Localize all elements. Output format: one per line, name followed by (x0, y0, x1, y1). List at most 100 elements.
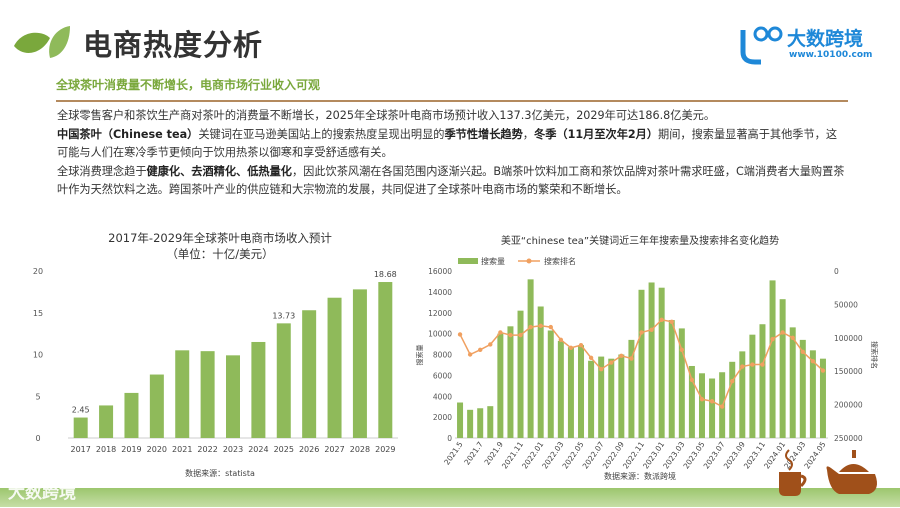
y2-tick-label: 200000 (834, 401, 863, 410)
bar (124, 392, 139, 438)
bar (799, 339, 806, 438)
rank-point (639, 330, 644, 335)
rank-point (689, 377, 695, 383)
rank-point (810, 358, 816, 364)
rank-point (750, 362, 755, 367)
x-tick-label: 2025 (274, 445, 294, 454)
y-tick-label: 16000 (428, 267, 452, 276)
bar (537, 306, 544, 438)
text: 全球消费理念趋于 (57, 164, 147, 178)
bold-text: 冬季（11月至次年2月） (534, 127, 659, 141)
watermark: 大数跨境 (8, 483, 76, 503)
data-label: 2.45 (72, 406, 90, 415)
text: 期间，搜索量显著高于其他季节，这可能与人们在寒冷季节更倾向于饮用热茶以御寒和享受… (57, 127, 838, 160)
x-tick-label: 2021 (172, 445, 192, 454)
rank-point (568, 345, 574, 351)
x-tick-label: 2021.5 (442, 440, 465, 467)
logo-brand-text: 大数跨境 (787, 28, 864, 50)
y-tick-label: 8000 (433, 351, 452, 360)
y2-tick-label: 150000 (834, 367, 863, 376)
legend-bar-swatch (458, 258, 478, 264)
footer-bar (0, 488, 900, 507)
bar (527, 279, 534, 438)
bar (557, 340, 564, 438)
y2-tick-label: 0 (834, 267, 839, 276)
section-subtitle: 全球茶叶消费量不断增长，电商市场行业收入可观 (56, 78, 321, 92)
x-tick-label: 2024 (248, 445, 268, 454)
rank-point (770, 336, 775, 342)
x-tick-label: 2018 (96, 445, 116, 454)
rank-point (467, 352, 473, 357)
rank-point (820, 368, 826, 373)
body-text: 全球零售客户和茶饮生产商对茶叶的消费量不断增长，2025年全球茶叶电商市场预计收… (57, 107, 847, 200)
rank-point (558, 337, 564, 343)
y-tick-label: 4000 (433, 392, 452, 401)
bar (487, 406, 494, 438)
rank-point (457, 332, 463, 337)
x-tick-label: 2020 (147, 445, 167, 454)
bold-text: 季节性增长趋势 (444, 127, 523, 141)
rank-point (760, 362, 765, 367)
legend-line-marker (526, 258, 532, 264)
x-tick-label: 2017 (71, 445, 91, 454)
y-tick-label: 20 (33, 267, 43, 276)
bar (688, 365, 695, 438)
teapot-icon (779, 449, 877, 496)
bar (658, 287, 665, 438)
rank-point (609, 360, 614, 365)
bar (698, 373, 705, 438)
rank-point (740, 364, 745, 369)
y2-axis-label: 搜索排名 (870, 341, 879, 369)
bar (226, 355, 240, 438)
bold-text: 中国茶叶（Chinese tea） (57, 127, 199, 141)
chart-subtitle: （单位：十亿/美元） (166, 247, 273, 261)
bar (729, 361, 736, 438)
y-tick-label: 14000 (428, 288, 452, 297)
bar (779, 299, 786, 438)
y-tick-label: 6000 (433, 371, 452, 380)
x-tick-label: 2023 (223, 445, 243, 454)
brand-logo: 大数跨境 www.10100.com (735, 22, 885, 67)
rank-point (478, 347, 483, 353)
bar (648, 282, 655, 438)
chart-source: 数据来源：数派跨境 (604, 471, 676, 481)
bar (99, 405, 114, 438)
bar (251, 341, 266, 438)
chart-source: 数据来源：statista (185, 468, 255, 478)
legend-label: 搜索量 (481, 256, 505, 266)
y2-tick-label: 250000 (834, 434, 863, 443)
text: ， (522, 127, 534, 141)
y-tick-label: 5 (35, 392, 40, 401)
rank-point (709, 399, 715, 404)
x-tick-label: 2022 (197, 445, 217, 454)
y2-tick-label: 100000 (834, 334, 863, 343)
y-tick-label: 2000 (433, 413, 452, 422)
y-tick-label: 12000 (428, 309, 452, 318)
y-axis-label: 搜索量 (415, 345, 424, 366)
bar (200, 351, 215, 438)
rank-point (508, 332, 513, 338)
rank-point (538, 323, 543, 328)
rank-point (598, 366, 604, 372)
bar (638, 289, 645, 438)
logo-mark-icon (740, 26, 783, 65)
x-tick-label: 2027 (324, 445, 344, 454)
bar (477, 408, 484, 438)
bar (678, 328, 685, 438)
rank-point (488, 342, 493, 347)
bar (73, 417, 88, 438)
x-tick-label: 2021.7 (462, 440, 485, 467)
y-tick-label: 10000 (428, 330, 452, 339)
bar (302, 310, 317, 438)
logo-url: www.10100.com (789, 50, 873, 60)
text: 关键词在亚马逊美国站上的搜索热度呈现出明显的 (198, 127, 445, 141)
rank-point (699, 397, 705, 402)
bar (749, 334, 756, 438)
rank-point (780, 330, 785, 335)
bar (618, 354, 625, 438)
bar (769, 280, 776, 438)
data-label: 13.73 (272, 311, 295, 320)
chart-title: 美亚“chinese tea”关键词近三年年搜索量及搜索排名变化趋势 (501, 234, 779, 247)
bold-text: 健康化、去酒精化、低热量化 (146, 164, 292, 178)
bar (809, 350, 816, 438)
